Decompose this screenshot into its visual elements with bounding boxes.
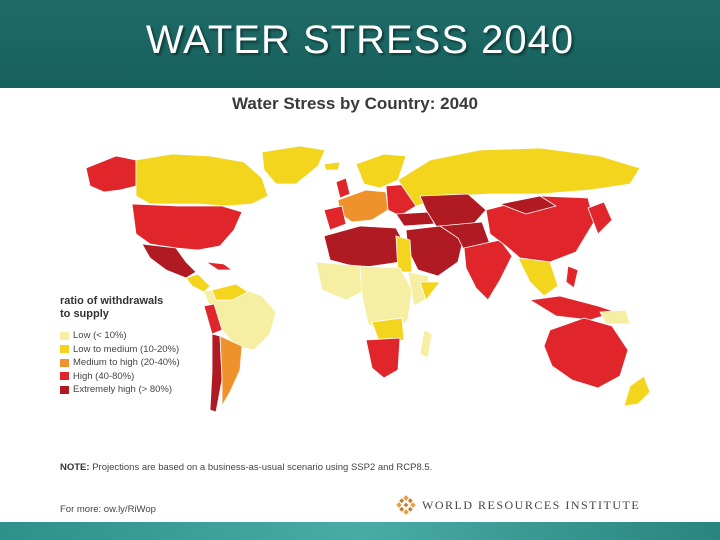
region-north-africa	[323, 225, 409, 269]
wri-logo-icon	[396, 495, 416, 515]
bottom-bar	[0, 522, 720, 540]
region-iceland	[323, 161, 341, 171]
region-madagascar	[419, 329, 433, 359]
note-label: NOTE:	[60, 462, 90, 473]
legend-label: High (40-80%)	[73, 370, 135, 382]
legend-item-extremely-high: Extremely high (> 80%)	[60, 383, 180, 397]
legend-item-high: High (40-80%)	[60, 370, 180, 384]
legend-label: Medium to high (20-40%)	[73, 357, 180, 369]
map-title: Water Stress by Country: 2040	[232, 94, 478, 113]
legend-item-low: Low (< 10%)	[60, 329, 180, 343]
region-mongolia	[498, 195, 557, 215]
region-egypt-sudan	[395, 235, 413, 273]
legend-items: Low (< 10%) Low to medium (10-20%) Mediu…	[60, 329, 180, 397]
region-turkey	[395, 211, 435, 227]
region-new-zealand	[623, 375, 651, 407]
legend-swatch-high	[60, 372, 69, 381]
note-text: Projections are based on a business-as-u…	[89, 462, 433, 473]
more-link: For more: ow.ly/RiWop	[60, 504, 156, 515]
wri-logo: WORLD RESOURCES INSTITUTE	[396, 495, 640, 515]
region-australia	[543, 317, 629, 389]
region-caribbean	[205, 261, 234, 271]
slide-title: WATER STRESS 2040	[145, 18, 575, 62]
world-map	[85, 145, 651, 413]
wri-name: WORLD RESOURCES INSTITUTE	[422, 497, 641, 512]
region-china	[485, 195, 595, 263]
region-greenland	[261, 145, 326, 185]
region-uk	[335, 177, 351, 199]
region-papua	[599, 309, 631, 325]
region-southeast-asia	[517, 257, 559, 297]
legend-swatch-extremely-high	[60, 385, 69, 394]
legend-label: Extremely high (> 80%)	[73, 384, 172, 396]
legend-label: Low to medium (10-20%)	[73, 343, 180, 355]
legend-swatch-medium-to-high	[60, 358, 69, 367]
legend-title: ratio of withdrawals to supply	[60, 295, 164, 320]
region-somalia	[419, 281, 441, 301]
legend-label: Low (< 10%)	[73, 330, 127, 342]
region-southern-africa	[365, 337, 401, 379]
region-usa	[131, 203, 243, 251]
region-india	[463, 239, 513, 301]
region-peru	[203, 303, 223, 335]
region-iberia	[323, 205, 347, 231]
legend-swatch-low	[60, 331, 69, 340]
region-central-america	[185, 273, 211, 293]
region-argentina	[219, 335, 243, 408]
region-philippines	[565, 265, 579, 289]
region-southern-africa-mid	[371, 317, 405, 345]
region-alaska	[85, 155, 137, 193]
legend-item-low-to-medium: Low to medium (10-20%)	[60, 343, 180, 357]
region-korea-japan	[587, 201, 613, 235]
region-west-africa	[315, 261, 367, 301]
region-canada	[135, 153, 269, 207]
map-legend: ratio of withdrawals to supply Low (< 10…	[60, 295, 180, 397]
region-mexico	[141, 243, 197, 279]
title-bar	[0, 0, 720, 88]
region-venezuela-colombia	[211, 283, 249, 301]
region-scandinavia	[355, 153, 407, 189]
map-note: NOTE: Projections are based on a busines…	[60, 462, 432, 473]
legend-swatch-low-to-medium	[60, 345, 69, 354]
legend-item-medium-to-high: Medium to high (20-40%)	[60, 356, 180, 370]
